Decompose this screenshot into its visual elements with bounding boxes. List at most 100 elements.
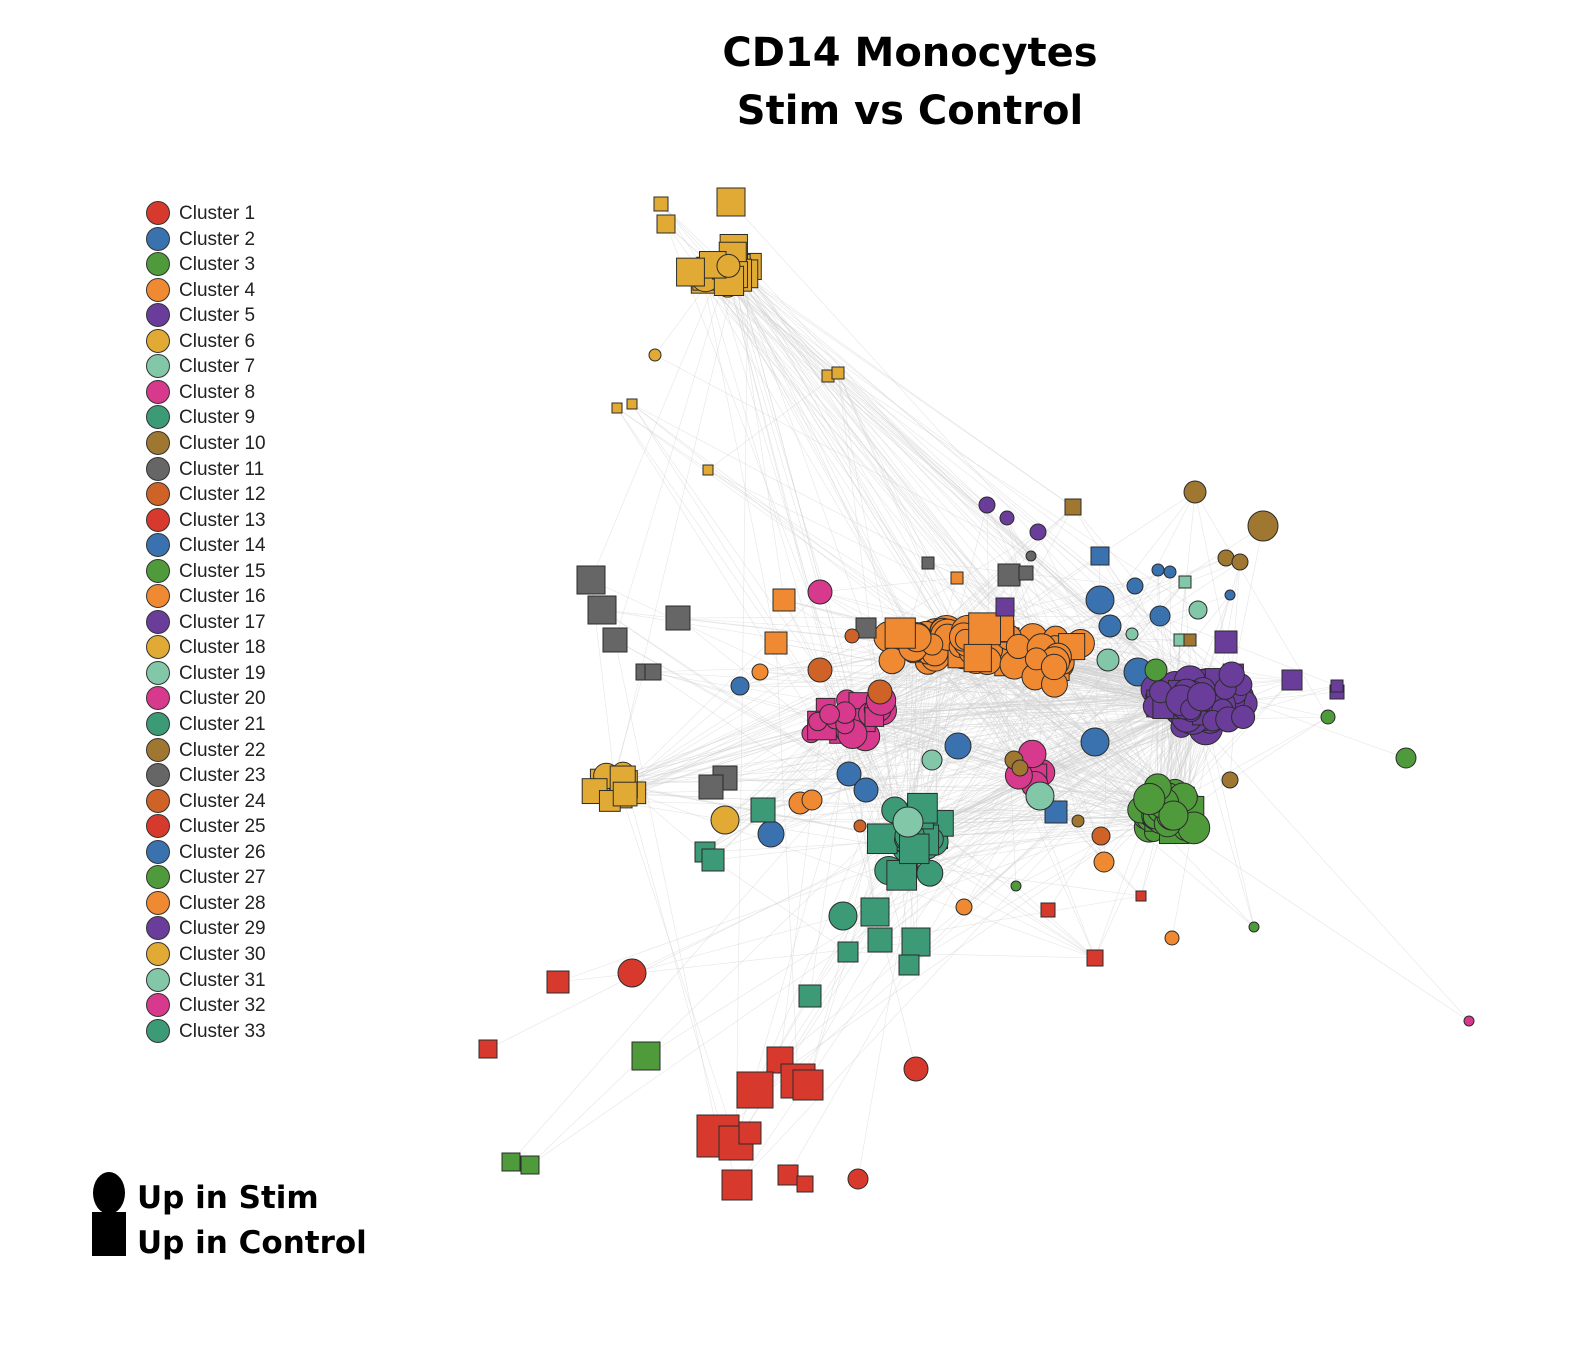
node-up-in-control: [764, 631, 788, 655]
network-edge: [927, 562, 1242, 685]
network-edge: [1194, 491, 1329, 718]
node-up-in-control: [716, 187, 746, 217]
node-up-in-stim: [1133, 782, 1166, 816]
network-edge: [963, 703, 1206, 908]
network-edge: [922, 716, 1187, 809]
node-up-in-control: [777, 1164, 799, 1186]
legend-swatch: [146, 635, 170, 660]
network-edge: [916, 571, 1171, 851]
node-up-in-control: [702, 464, 714, 476]
network-edge: [609, 275, 736, 802]
network-edge: [712, 264, 849, 721]
node-up-in-control: [698, 774, 724, 800]
shape-legend: Up in Stim Up in Control: [90, 1170, 410, 1270]
network-edge: [846, 699, 1156, 817]
legend-swatch: [146, 712, 170, 736]
network-edge: [557, 849, 929, 983]
node-up-in-control: [884, 617, 916, 649]
network-edge: [609, 800, 911, 851]
node-up-in-stim: [807, 579, 833, 605]
node-up-in-control: [587, 595, 617, 625]
network-edge: [837, 372, 1037, 781]
node-up-in-control: [612, 781, 638, 807]
network-edge: [915, 637, 927, 943]
network-edge: [1180, 679, 1293, 801]
node-up-in-control: [921, 556, 935, 570]
network-edge: [690, 271, 1037, 655]
legend-label: Cluster 30: [179, 943, 266, 965]
network-edge: [720, 266, 948, 636]
network-edge: [735, 268, 988, 506]
legend-label: Cluster 5: [179, 305, 256, 327]
node-up-in-stim: [1085, 585, 1115, 615]
node-up-in-control: [837, 941, 859, 963]
network-edge: [1176, 697, 1470, 1022]
legend-label: Cluster 11: [179, 458, 265, 480]
node-up-in-control: [899, 833, 930, 865]
legend-label: Cluster 2: [179, 228, 256, 250]
node-up-in-stim: [847, 1168, 869, 1190]
network-edge: [557, 941, 917, 983]
node-up-in-stim: [1188, 600, 1208, 620]
node-up-in-stim: [1247, 510, 1279, 542]
legend-label: Cluster 18: [179, 637, 266, 659]
up-in-control-label: Up in Control: [137, 1225, 367, 1261]
legend-label: Cluster 8: [179, 381, 256, 403]
network-edge: [722, 282, 839, 374]
node-up-in-control: [1330, 679, 1344, 693]
node-up-in-stim: [1040, 653, 1068, 681]
node-up-in-control: [736, 1071, 774, 1109]
network-edge: [775, 642, 799, 1082]
node-up-in-control: [1281, 669, 1303, 691]
legend-label: Cluster 7: [179, 356, 256, 378]
legend-label: Cluster 24: [179, 790, 266, 812]
legend-swatch: [146, 533, 170, 558]
node-up-in-control: [898, 954, 920, 976]
network-edge: [968, 650, 1142, 811]
network-edge: [631, 403, 910, 837]
legend-swatch: [146, 737, 170, 762]
node-up-in-control: [501, 1152, 521, 1172]
network-edge: [712, 859, 849, 953]
node-up-in-stim: [921, 749, 943, 771]
node-up-in-stim: [1395, 747, 1417, 769]
up-in-stim-label: Up in Stim: [137, 1180, 319, 1216]
network-edge: [631, 915, 844, 974]
network-edge: [1055, 594, 1231, 813]
circle-shape-icon: [93, 1172, 125, 1214]
legend-swatch: [146, 482, 170, 507]
node-up-in-control: [1090, 546, 1110, 566]
network-edge: [613, 653, 928, 785]
network-edge: [728, 280, 844, 731]
network-edge: [799, 609, 1199, 804]
network-edge: [819, 577, 958, 593]
node-up-in-stim: [1248, 921, 1260, 933]
network-edge: [510, 641, 969, 1163]
network-edge: [601, 609, 867, 791]
node-up-in-stim: [1025, 781, 1055, 811]
legend-swatch: [146, 890, 170, 915]
node-up-in-control: [963, 643, 992, 673]
network-edge: [920, 815, 1096, 959]
node-up-in-stim: [1091, 826, 1111, 846]
node-up-in-control: [738, 1121, 762, 1145]
network-edge: [603, 757, 1032, 783]
network-edge: [622, 723, 829, 774]
network-edge: [844, 726, 1164, 804]
legend-label: Cluster 13: [179, 509, 266, 531]
node-up-in-control: [901, 927, 931, 957]
node-up-in-control: [721, 1169, 753, 1201]
node-up-in-control: [968, 612, 1001, 646]
legend-swatch: [146, 865, 170, 890]
node-up-in-control: [576, 565, 606, 595]
node-up-in-control: [1214, 630, 1238, 654]
network-edge: [613, 772, 1042, 785]
legend-swatch: [146, 609, 170, 634]
node-up-in-control: [701, 848, 725, 872]
legend-swatch: [146, 763, 170, 788]
network-edge: [844, 692, 1179, 727]
node-up-in-control: [1018, 565, 1034, 581]
network-edge: [929, 703, 1206, 874]
legend-label: Cluster 23: [179, 765, 266, 787]
